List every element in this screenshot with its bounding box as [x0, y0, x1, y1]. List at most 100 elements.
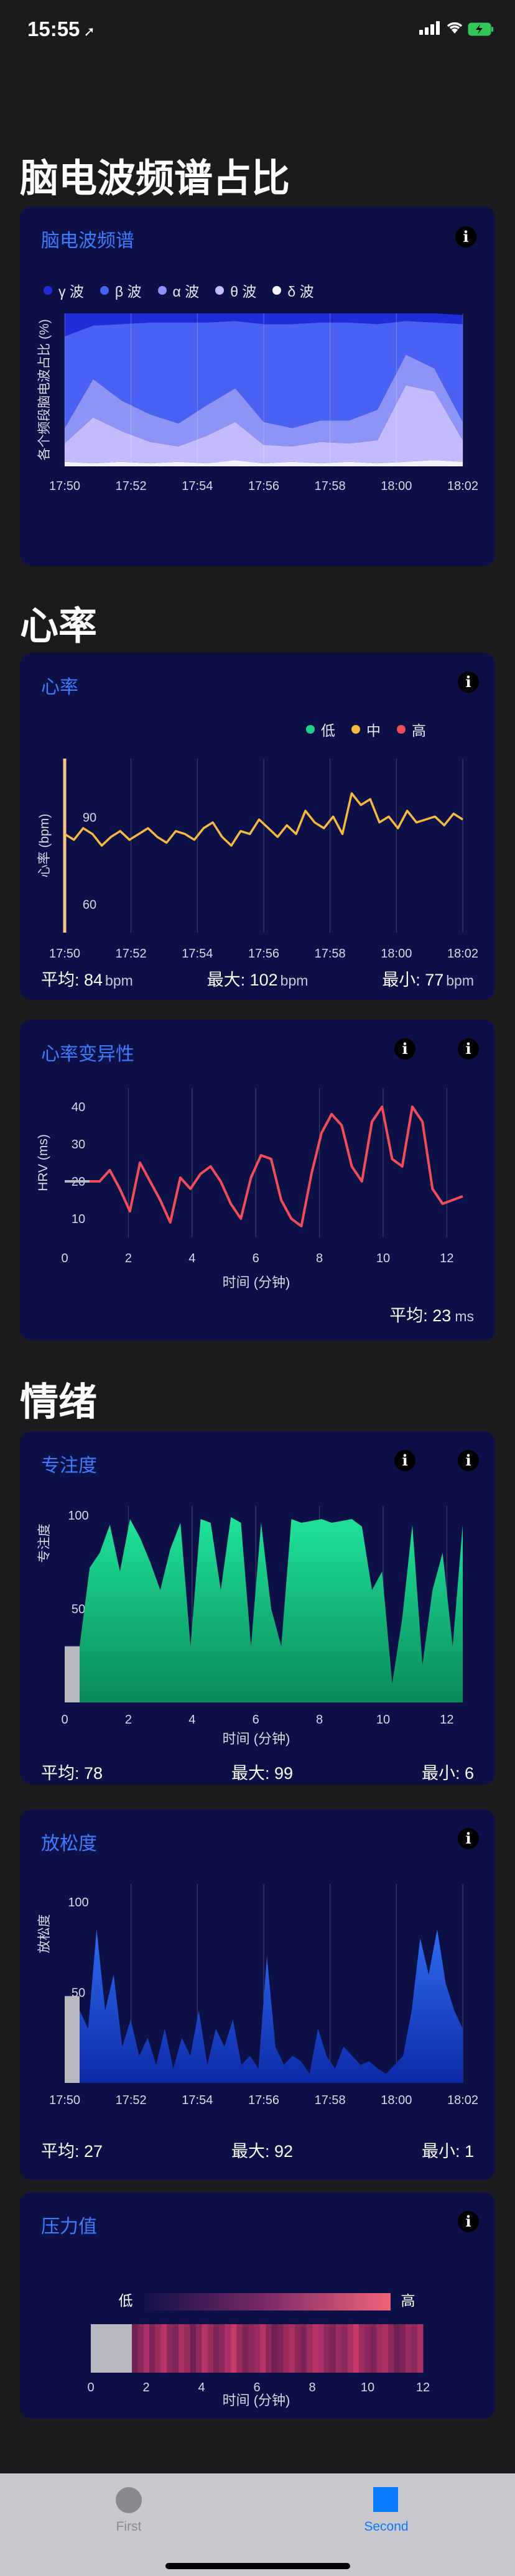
stress-start-marker [91, 2324, 132, 2373]
eeg-legend-dot [157, 286, 167, 295]
stress-heatmap-cell [231, 2324, 238, 2373]
eeg-x-tick-label: 17:54 [182, 479, 213, 493]
stress-heatmap-cell [411, 2324, 418, 2373]
relaxation-x-tick-label: 17:52 [116, 2094, 147, 2107]
focus-y-axis-label: 专注度 [37, 1524, 52, 1563]
stress-x-tick-label: 6 [253, 2381, 260, 2394]
stress-heatmap-cell [283, 2324, 290, 2373]
stress-heatmap-cell [225, 2324, 231, 2373]
relaxation-card: 放松度 i 17:50 17:52 17:54 17:56 17:58 18:00 18:0… [20, 1809, 495, 2180]
eeg-x-tick-label: 18:02 [447, 479, 478, 493]
focus-x-tick-label: 2 [125, 1713, 132, 1727]
focus-start-marker [65, 1646, 80, 1702]
eeg-legend-label: β 波 [114, 284, 142, 300]
tab-first[interactable]: First [0, 2473, 258, 2542]
stress-heatmap-cell [359, 2324, 365, 2373]
cellular-signal-icon [419, 21, 440, 35]
hrv-x-tick-label: 6 [253, 1252, 259, 1265]
stress-heatmap-cell [219, 2324, 226, 2373]
hrv-y-tick-label: 10 [72, 1212, 85, 1226]
heart-rate-y-axis-label: 心率 (bpm) [37, 814, 52, 878]
home-indicator [165, 2563, 350, 2569]
eeg-area-δ波 [65, 460, 463, 466]
status-bar: 15:55 ➚ [0, 0, 515, 60]
eeg-legend-item: θ 波 [215, 280, 256, 301]
heart-rate-info-button[interactable]: i [458, 672, 479, 693]
focus-x-tick-label: 0 [61, 1713, 68, 1727]
eeg-x-tick-label: 17:56 [248, 479, 279, 493]
stress-heatmap-cell [242, 2324, 249, 2373]
eeg-info-button[interactable]: i [455, 226, 476, 247]
heart-rate-avg: 平均: 84 bpm [41, 971, 133, 989]
stress-heatmap-cell [271, 2324, 278, 2373]
tab-second[interactable]: Second [258, 2473, 515, 2542]
relaxation-avg: 平均: 27 [41, 2142, 103, 2161]
heart-rate-legend-label: 低 [321, 722, 335, 739]
relaxation-max: 最大: 92 [231, 2142, 294, 2161]
relaxation-info-button[interactable]: i [458, 1828, 479, 1849]
hrv-line [90, 1106, 463, 1227]
hrv-info-button[interactable]: i [458, 1038, 479, 1059]
stress-x-tick-label: 4 [198, 2381, 205, 2394]
eeg-stacked-area-chart: 17:50 17:52 17:54 17:56 17:58 18:00 18:02 各个频段脑… [37, 313, 478, 493]
stress-heatmap-cell [266, 2324, 272, 2373]
relaxation-x-tick-label: 17:56 [248, 2094, 279, 2107]
stress-heatmap-cell [364, 2324, 371, 2373]
eeg-legend-item: α 波 [157, 280, 199, 301]
stress-heatmap-cell [341, 2324, 348, 2373]
heart-rate-x-tick-label: 17:58 [315, 947, 346, 961]
stress-info-button[interactable]: i [458, 2211, 479, 2232]
relaxation-stats: 平均: 27 最大: 92 最小: 1 [41, 2138, 474, 2162]
stress-heatmap-cell [330, 2324, 336, 2373]
square-icon [373, 2487, 398, 2512]
heart-rate-x-tick-label: 18:02 [447, 947, 478, 961]
stress-card: 压力值 i 低 高 0 2 4 6 8 10 12 时间 (分钟) [20, 2192, 495, 2419]
focus-info-button[interactable]: i [458, 1450, 479, 1471]
circle-icon [116, 2487, 142, 2513]
relaxation-card-title: 放松度 [41, 1834, 97, 1854]
tab-bar: First Second [0, 2473, 515, 2576]
heart-rate-x-tick-label: 17:50 [49, 947, 80, 961]
relaxation-y-axis-label: 放松度 [37, 1914, 52, 1954]
relaxation-x-tick-label: 18:02 [447, 2094, 478, 2107]
focus-x-tick-label: 4 [188, 1713, 195, 1727]
eeg-legend-item: δ 波 [272, 280, 314, 301]
stress-heatmap-cell [143, 2324, 150, 2373]
stress-heatmap-cell [167, 2324, 174, 2373]
emotion-section-title: 情绪 [20, 1381, 98, 1424]
eeg-section-title: 脑电波频谱占比 [20, 157, 290, 200]
relaxation-x-tick-label: 17:50 [49, 2094, 80, 2107]
stress-heatmap-cell [417, 2324, 424, 2373]
heart-rate-legend-dot [397, 725, 406, 734]
hrv-info-button-secondary[interactable]: i [394, 1038, 415, 1059]
stress-heatmap-cell [149, 2324, 156, 2373]
stress-heatmap-cell [306, 2324, 313, 2373]
stress-heatmap-cell [295, 2324, 302, 2373]
heart-rate-legend-label: 中 [366, 722, 381, 739]
stress-heatmap-cell [353, 2324, 360, 2373]
focus-x-axis-label: 时间 (分钟) [223, 1731, 290, 1747]
stress-heatmap-cell [207, 2324, 214, 2373]
eeg-legend-label: δ 波 [287, 284, 314, 300]
relaxation-area [80, 1929, 463, 2083]
heart-rate-legend-item: 中 [351, 719, 381, 740]
heart-rate-line-chart: 17:50 17:52 17:54 17:56 17:58 18:00 18:02 60 90 心… [37, 759, 478, 961]
stress-heatmap-cell [259, 2324, 266, 2373]
heart-rate-legend-dot [351, 725, 360, 734]
heart-rate-section-title: 心率 [20, 605, 98, 648]
stress-x-axis-label: 时间 (分钟) [223, 2393, 290, 2408]
hrv-x-tick-label: 2 [125, 1252, 132, 1265]
heart-rate-legend: 低中高 [306, 719, 426, 740]
stress-heatmap-cell [323, 2324, 330, 2373]
stress-heatmap-chart: 低 高 0 2 4 6 8 10 12 时间 (分钟) [87, 2292, 430, 2408]
stress-heatmap-cell [387, 2324, 394, 2373]
stress-x-tick-label: 8 [309, 2381, 315, 2394]
focus-card-title: 专注度 [41, 1456, 97, 1476]
focus-info-button-secondary[interactable]: i [394, 1450, 415, 1471]
relaxation-x-tick-label: 17:58 [315, 2094, 346, 2107]
hrv-x-axis-label: 时间 (分钟) [223, 1275, 290, 1290]
eeg-legend-item: β 波 [100, 280, 142, 301]
eeg-area-θ波 [65, 385, 463, 464]
